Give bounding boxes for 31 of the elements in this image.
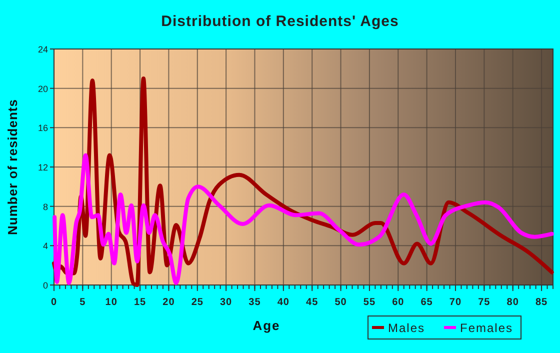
x-tick-label: 30: [220, 297, 232, 308]
x-tick-label: 80: [506, 297, 519, 308]
x-tick-label: 20: [162, 297, 175, 308]
chart-title: Distribution of Residents' Ages: [161, 13, 399, 30]
x-tick-label: 50: [334, 297, 347, 308]
x-axis-title: Age: [252, 318, 280, 333]
x-tick-label: 0: [50, 297, 58, 308]
x-tick-label: 15: [134, 297, 146, 308]
y-tick-label: 4: [42, 241, 48, 252]
x-tick-label: 65: [420, 297, 433, 308]
x-tick-label: 5: [80, 297, 86, 308]
x-tick-label: 60: [392, 297, 404, 308]
x-tick-label: 10: [105, 297, 118, 308]
y-tick-label: 16: [38, 123, 48, 134]
y-tick-label: 24: [38, 44, 48, 54]
y-tick-label: 20: [38, 84, 48, 94]
x-tick-label: 25: [191, 297, 204, 308]
x-tick-label: 45: [306, 297, 318, 308]
x-tick-label: 40: [277, 297, 290, 308]
y-tick-label: 12: [38, 162, 48, 172]
legend-label: Females: [460, 321, 514, 335]
x-tick-label: 85: [535, 297, 548, 308]
x-tick-label: 75: [478, 297, 490, 308]
x-tick-label: 70: [449, 297, 462, 308]
y-tick-label: 0: [42, 280, 48, 290]
y-axis-title: Number of residents: [5, 99, 20, 235]
y-tick-label: 8: [42, 202, 48, 212]
x-tick-label: 55: [363, 297, 376, 308]
line-series: [52, 153, 554, 286]
legend-label: Males: [388, 321, 426, 335]
x-tick-label: 35: [248, 297, 261, 308]
